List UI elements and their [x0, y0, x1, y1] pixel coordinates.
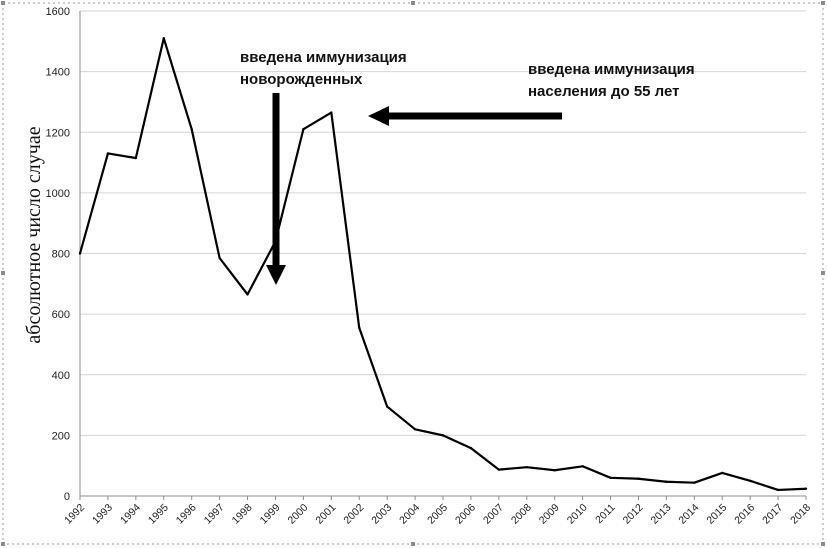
data-point: [134, 156, 138, 160]
data-point: [804, 487, 808, 490]
resize-handle-middle-left[interactable]: [1, 271, 5, 275]
data-point: [637, 477, 640, 480]
x-tick-label: 2006: [453, 502, 478, 527]
x-tick-label: 2003: [369, 502, 394, 527]
data-point: [358, 326, 361, 329]
data-point: [469, 446, 473, 450]
x-axis-tick-labels: 1992 1993 1994 1995 1996 1997 1998 1999 2000 2001…: [62, 502, 813, 527]
x-tick-label: 2005: [425, 502, 450, 527]
annotation-newborn: введена иммунизация новорожденных: [240, 49, 407, 285]
data-point: [525, 466, 528, 469]
x-tick-label: 1992: [62, 502, 87, 527]
data-point: [162, 37, 165, 40]
x-tick-label: 1994: [118, 502, 143, 527]
data-point: [441, 434, 445, 437]
resize-handle-bottom-right[interactable]: [821, 542, 825, 546]
y-tick-label: 1400: [46, 67, 70, 79]
data-point: [665, 480, 668, 483]
data-point: [609, 476, 612, 480]
y-tick-label: 400: [52, 370, 70, 382]
resize-handle-top-left[interactable]: [1, 1, 5, 5]
annotation-adults-line1: введена иммунизация: [528, 61, 695, 78]
data-point: [776, 488, 780, 492]
data-point: [497, 468, 501, 471]
data-point: [246, 293, 249, 296]
x-tick-label: 2014: [676, 502, 701, 527]
resize-handle-bottom-left[interactable]: [1, 542, 5, 546]
x-tick-label: 2013: [649, 502, 674, 527]
series-layer: [78, 37, 808, 492]
x-tick-label: 2016: [732, 502, 757, 527]
x-tick-label: 1993: [90, 502, 115, 527]
annotation-newborn-line2: новорожденных: [240, 71, 363, 88]
data-point: [553, 469, 556, 472]
axes: [79, 11, 807, 500]
data-point: [106, 152, 110, 155]
data-point: [218, 256, 221, 260]
x-tick-label: 1997: [202, 502, 227, 527]
series-line-cases: [78, 37, 807, 492]
x-tick-label: 1996: [174, 502, 199, 527]
y-tick-label: 1000: [46, 188, 70, 200]
resize-handle-top-center[interactable]: [411, 1, 415, 5]
data-point: [693, 481, 696, 484]
x-tick-label: 2015: [704, 502, 729, 527]
resize-handle-bottom-center[interactable]: [411, 542, 415, 546]
y-tick-label: 0: [64, 491, 70, 503]
annotation-adults-arrow: [368, 106, 562, 126]
x-tick-label: 2004: [397, 502, 422, 527]
y-tick-label: 1200: [46, 127, 70, 139]
x-tick-label: 1995: [146, 502, 171, 527]
x-tick-label: 2011: [593, 502, 618, 527]
y-tick-label: 800: [52, 249, 70, 261]
data-point: [721, 471, 724, 475]
data-point: [581, 465, 584, 468]
y-axis-tick-labels: 0 200 400 600 800 1000 1200 1400 1600: [46, 6, 70, 503]
data-point: [748, 479, 752, 483]
x-tick-label: 2008: [509, 502, 534, 527]
data-point: [190, 128, 193, 131]
data-point: [385, 405, 389, 408]
annotation-adults: введена иммунизация населения до 55 лет: [368, 61, 695, 126]
resize-handle-top-right[interactable]: [821, 1, 825, 5]
data-point: [78, 252, 82, 255]
x-tick-label: 2018: [788, 502, 813, 527]
x-tick-label: 1999: [258, 502, 283, 527]
x-tick-label: 2001: [313, 502, 338, 527]
x-tick-label: 2002: [341, 502, 366, 527]
y-tick-label: 200: [52, 430, 70, 442]
data-point: [302, 128, 305, 131]
data-point: [413, 428, 417, 431]
y-axis-label: абсолютное число случае: [23, 126, 45, 343]
x-tick-label: 2009: [537, 502, 562, 527]
x-tick-label: 2010: [565, 502, 590, 527]
resize-handle-middle-right[interactable]: [821, 271, 825, 275]
x-tick-label: 2012: [621, 502, 646, 527]
annotation-newborn-arrow: [266, 93, 286, 285]
annotation-adults-line2: населения до 55 лет: [528, 83, 680, 100]
data-point: [330, 111, 333, 114]
gridlines: [80, 10, 806, 436]
x-tick-label: 2000: [286, 502, 311, 527]
x-tick-label: 2007: [481, 502, 506, 527]
x-tick-label: 1998: [230, 502, 255, 527]
annotation-newborn-line1: введена иммунизация: [240, 49, 407, 66]
y-tick-label: 600: [52, 309, 70, 321]
y-tick-label: 1600: [46, 6, 70, 18]
x-tick-label: 2017: [760, 502, 785, 527]
